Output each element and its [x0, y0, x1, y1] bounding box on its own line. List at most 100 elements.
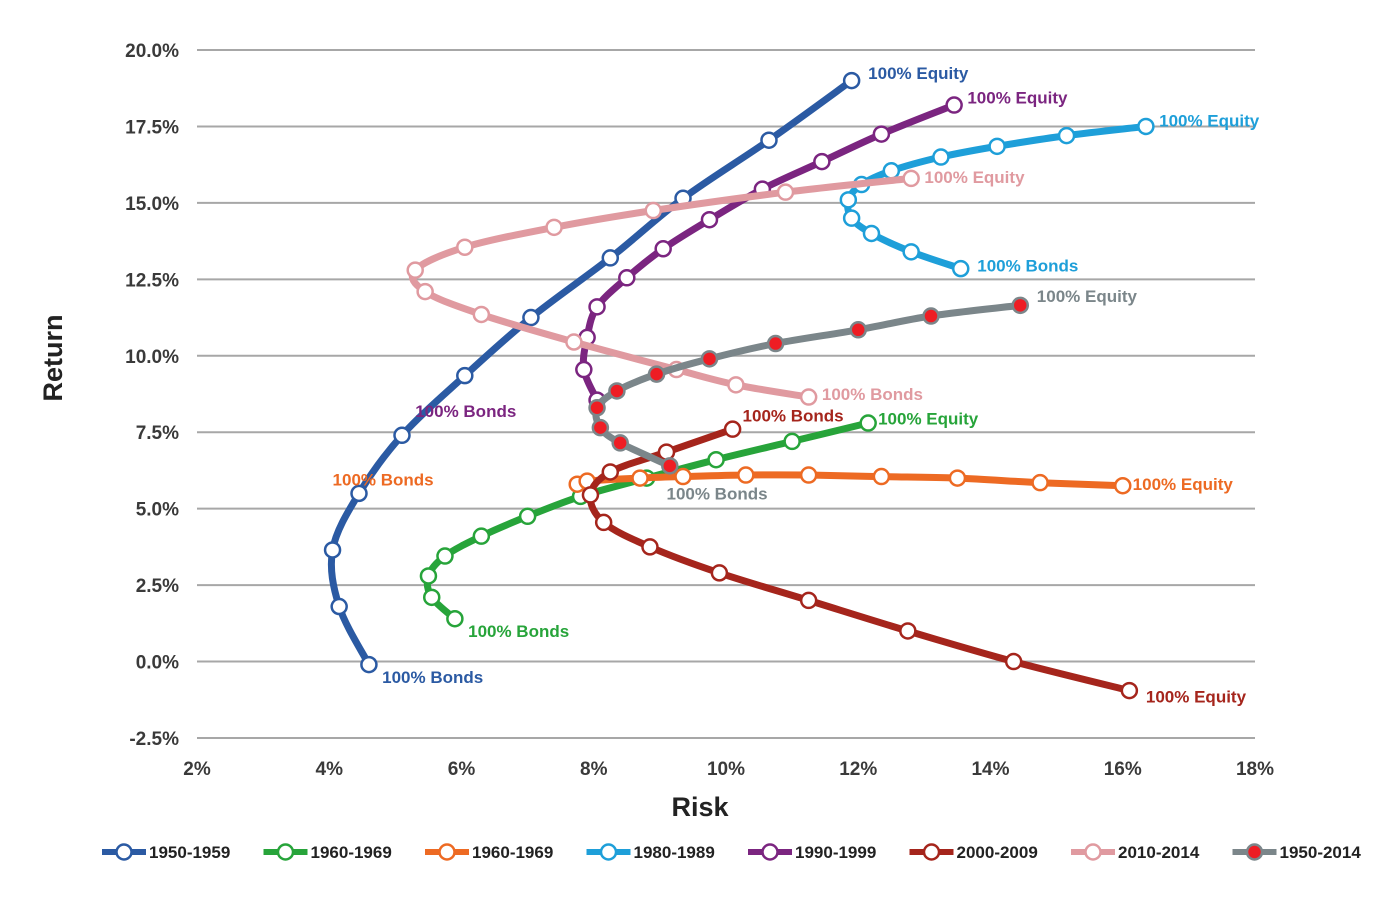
legend-swatch-marker	[438, 843, 456, 861]
data-point	[436, 547, 454, 565]
legend-swatch-marker	[761, 843, 779, 861]
x-axis-ticks: 2% 4% 6% 8% 10% 12% 14% 16% 18%	[183, 759, 1274, 780]
data-point	[422, 588, 441, 607]
data-point	[419, 567, 438, 585]
data-point	[654, 240, 672, 258]
data-point	[393, 426, 411, 445]
data-point	[723, 420, 742, 438]
end-label: 100% Equity	[878, 409, 979, 428]
data-point	[446, 609, 464, 628]
data-point	[661, 457, 679, 475]
data-point	[601, 249, 620, 267]
data-point	[882, 162, 901, 180]
data-point	[932, 148, 950, 166]
x-tick-label: 6%	[448, 759, 476, 780]
data-point	[799, 466, 818, 484]
data-point	[456, 238, 474, 256]
series-2000-2009	[581, 420, 1139, 700]
data-point	[608, 382, 626, 400]
end-labels: 100% Bonds 100% Equity 100% Bonds 100% Equi…	[333, 64, 1260, 707]
data-point	[839, 191, 858, 209]
series-line	[592, 301, 1024, 470]
plot-area	[323, 71, 1155, 700]
data-point	[575, 360, 593, 379]
x-tick-label: 14%	[971, 759, 1009, 780]
legend-item: 1990-1999	[748, 843, 876, 862]
y-tick-label: 20.0%	[125, 41, 179, 62]
data-point	[813, 152, 831, 171]
legend-label: 2000-2009	[957, 843, 1038, 862]
data-point	[951, 259, 970, 278]
legend-swatch-marker	[599, 843, 618, 861]
legend-item: 1980-1989	[586, 843, 715, 862]
data-point	[588, 399, 606, 417]
data-point	[588, 298, 606, 316]
data-point	[776, 183, 795, 201]
data-point	[707, 450, 725, 469]
end-label: 100% Equity	[868, 64, 969, 83]
data-point	[360, 655, 378, 674]
data-point	[842, 71, 861, 90]
data-point	[872, 125, 891, 143]
legend-label: 2010-2014	[1118, 843, 1200, 862]
data-point	[631, 469, 649, 487]
data-point	[727, 376, 745, 394]
data-point	[862, 224, 881, 243]
data-point	[948, 469, 967, 487]
data-point	[674, 467, 692, 486]
data-point	[799, 591, 818, 610]
data-point	[859, 414, 877, 432]
data-point	[1120, 681, 1139, 700]
end-label: 100% Bonds	[415, 402, 516, 421]
legend-item: 1960-1969	[263, 843, 392, 862]
data-point	[849, 321, 867, 339]
legend-item: 2010-2014	[1071, 843, 1200, 862]
series-1960-1969	[419, 414, 877, 628]
data-point	[644, 201, 663, 220]
legend-swatch-marker	[1084, 843, 1102, 861]
legend-item: 2000-2009	[909, 843, 1038, 862]
x-tick-label: 2%	[183, 759, 211, 780]
data-point	[565, 333, 583, 351]
legend-label: 1990-1999	[795, 843, 876, 862]
data-point	[594, 513, 613, 532]
data-point	[647, 365, 666, 383]
x-tick-label: 4%	[316, 759, 344, 780]
data-point	[601, 463, 620, 481]
legend-label: 1980-1989	[634, 843, 715, 862]
data-point	[472, 305, 491, 324]
data-point	[1031, 473, 1049, 492]
data-point	[323, 541, 342, 559]
data-point	[472, 527, 491, 545]
y-tick-label: 5.0%	[136, 500, 179, 521]
legend-swatch-marker	[922, 843, 941, 861]
end-label: 100% Bonds	[382, 668, 483, 687]
x-tick-label: 10%	[707, 759, 745, 780]
x-tick-label: 8%	[580, 759, 608, 780]
data-point	[945, 96, 963, 114]
legend-item: 1950-2014	[1232, 843, 1361, 862]
end-label: 100% Bonds	[977, 257, 1078, 276]
data-point	[700, 210, 719, 229]
data-point	[618, 269, 636, 287]
data-point	[1057, 126, 1076, 145]
data-point	[545, 218, 563, 237]
series-1980-1989	[839, 117, 1155, 278]
data-point	[899, 622, 917, 640]
legend-label: 1960-1969	[472, 843, 553, 862]
y-tick-label: 15.0%	[125, 194, 179, 215]
y-tick-label: 12.5%	[125, 270, 179, 291]
data-point	[416, 282, 434, 301]
legend-swatch-marker	[1245, 843, 1264, 861]
data-point	[760, 131, 778, 149]
end-label: 100% Equity	[967, 88, 1068, 107]
data-point	[766, 334, 785, 353]
data-point	[700, 350, 719, 368]
data-point	[1011, 296, 1030, 315]
y-tick-label: 7.5%	[136, 423, 179, 444]
x-tick-label: 16%	[1104, 759, 1142, 780]
data-point	[350, 484, 368, 503]
end-label: 100% Equity	[1146, 688, 1247, 707]
data-point	[799, 388, 818, 406]
